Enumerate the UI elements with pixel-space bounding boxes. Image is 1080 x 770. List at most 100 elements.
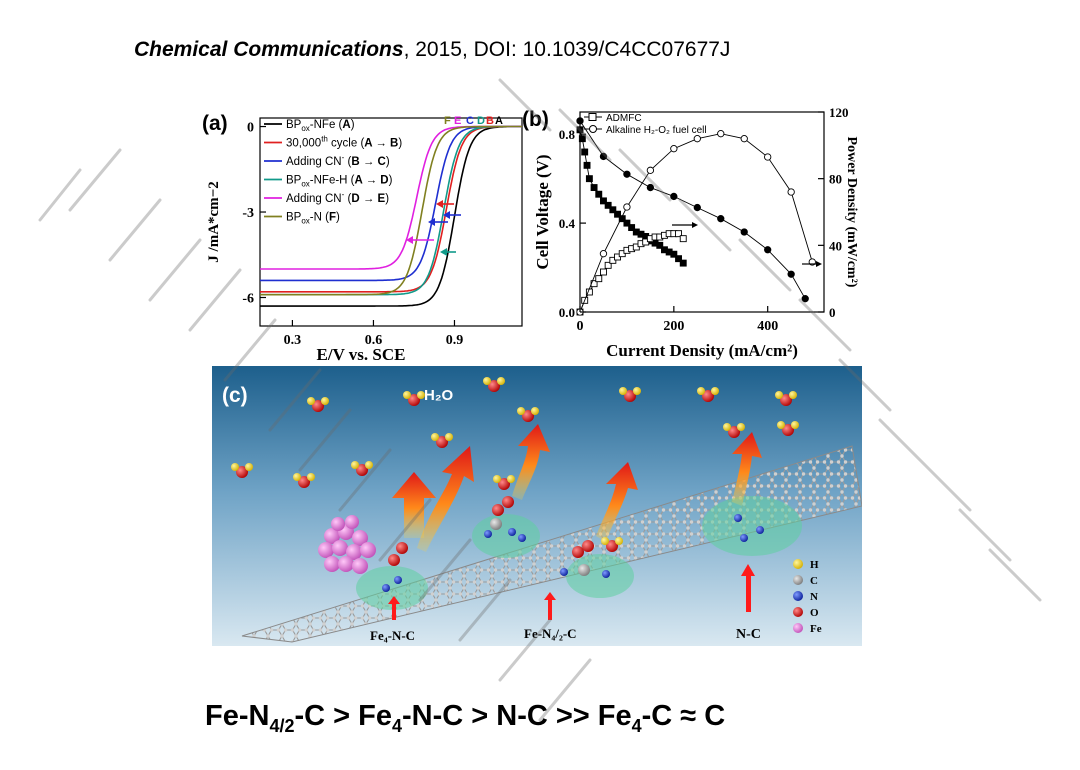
b-point-square xyxy=(623,219,631,227)
a-shift-arrowhead xyxy=(440,248,447,256)
legend-atom-n-dot xyxy=(793,591,803,601)
chart-a-curves xyxy=(260,125,523,307)
chart-a-legend: BPox-NFe (A) 30,000th cycle (A → B) Adding… xyxy=(264,119,402,226)
formula-sub-1: 4/2 xyxy=(269,715,295,736)
b-point-square xyxy=(595,275,603,283)
b-ytick-right-label: 0 xyxy=(829,305,836,320)
site-label-n-c: N-C xyxy=(736,627,761,642)
b-point-square xyxy=(656,241,664,249)
activity-order-formula: Fe-N4/2-C > Fe4-N-C > N-C >> Fe4-C ≈ C xyxy=(205,700,725,737)
chart-b-legend-admfc: ADMFC xyxy=(606,113,642,124)
a-legend-entry-a: BPox-NFe (A) xyxy=(286,119,355,133)
citation-line: Chemical Communications, 2015, DOI: 10.1… xyxy=(134,38,730,62)
a-legend-entry-d: BPox-NFe-H (A → D) xyxy=(286,175,393,189)
b-ytick-left-label: 0.8 xyxy=(559,127,576,142)
site-label-fe4-n-c: Fe₄-N-C xyxy=(370,628,415,643)
b-point-circle xyxy=(787,188,795,196)
b-point-square xyxy=(628,224,636,232)
a-legend-entry-c: Adding CN- (B → C) xyxy=(286,153,390,168)
b-point-square xyxy=(604,201,612,209)
b-point-circle xyxy=(717,215,725,223)
b-point-circle xyxy=(740,135,748,143)
a-ytick-label: 0 xyxy=(247,121,254,136)
chart-a-ylabel: J /mA*cm−2 xyxy=(206,181,222,262)
citation-details: , 2015, DOI: 10.1039/C4CC07677J xyxy=(403,38,731,61)
chart-b-xlabel: Current Density (mA/cm²) xyxy=(606,341,798,360)
chart-a-arrows xyxy=(406,200,461,256)
legend-atom-h-dot xyxy=(793,559,803,569)
chart-b-legend: ADMFC Alkaline H₂-O₂ fuel cell xyxy=(584,113,707,136)
a-legend-entry-e: Adding CN- (D → E) xyxy=(286,190,389,205)
curve-f xyxy=(260,125,522,296)
b-point-square xyxy=(679,235,687,243)
chart-a-xlabel: E/V vs. SCE xyxy=(317,345,406,364)
chart-b-ticks: 0 200 400 0.0 0.4 0.8 0 40 80 120 xyxy=(559,105,849,334)
panel-c-schematic: (c) H₂O xyxy=(212,366,862,646)
b-point-circle xyxy=(623,203,631,211)
legend-circle-marker xyxy=(589,125,597,133)
a-ytick-label: -3 xyxy=(242,206,254,221)
a-legend-entry-f: BPox-N (F) xyxy=(286,212,340,226)
legend-atom-c-dot xyxy=(793,575,803,585)
legend-square-marker xyxy=(588,113,597,121)
b-point-square xyxy=(576,126,584,134)
chart-a-y-ticks: 0 -3 -6 xyxy=(242,121,266,307)
product-arrows xyxy=(392,424,762,552)
b-point-square xyxy=(578,135,586,143)
site-atoms xyxy=(382,496,764,592)
panel-b-label: (b) xyxy=(522,108,549,131)
b-ytick-left-label: 0.4 xyxy=(559,216,576,231)
fe4-n-c-site xyxy=(356,566,428,610)
b-ytick-right-label: 40 xyxy=(829,238,842,253)
a-curve-letter: E xyxy=(454,115,461,127)
formula-part-2: -C > Fe xyxy=(294,700,392,732)
a-curve-letter: A xyxy=(495,115,503,127)
b-xtick-label: 0 xyxy=(577,319,584,334)
a-shift-arrowhead xyxy=(406,236,413,244)
legend-atom-fe-dot xyxy=(793,623,803,633)
chart-b-series xyxy=(576,117,816,316)
b-xtick-label: 400 xyxy=(757,319,778,334)
chart-a-orr-polarization: (a) 0 -3 -6 0.3 0.6 0.9 BPox-NFe (A) 30,000th… xyxy=(202,112,523,364)
b-point-circle xyxy=(670,145,678,153)
b-point-square xyxy=(609,206,617,214)
b-point-circle xyxy=(717,130,725,138)
b-point-square xyxy=(679,259,687,267)
panel-a-label: (a) xyxy=(202,112,228,135)
b-point-square xyxy=(675,255,682,263)
b-point-circle xyxy=(599,152,608,161)
a-shift-arrowhead xyxy=(443,211,450,219)
b-point-circle xyxy=(693,203,701,212)
a-ytick-label: -6 xyxy=(242,292,254,307)
b-point-circle xyxy=(764,246,772,254)
panel-c-label: (c) xyxy=(222,384,248,407)
formula-sub-3: 4 xyxy=(631,715,642,736)
formula-part-3: -N-C > N-C >> Fe xyxy=(402,700,632,732)
b-xtick-label: 200 xyxy=(663,319,684,334)
chart-b-fuel-cell: (b) 0 200 400 0.0 0.4 0.8 0 40 80 120 ADMFC Alkal… xyxy=(522,105,859,360)
b-point-square xyxy=(604,261,612,269)
legend-atom-fe: Fe xyxy=(810,623,822,635)
a-legend-entry-b: 30,000th cycle (A → B) xyxy=(286,135,402,150)
b-point-circle xyxy=(764,153,772,161)
site-label-fe-n42-c: Fe-N₄/₂-C xyxy=(524,626,577,641)
chart-a-x-ticks: 0.3 0.6 0.9 xyxy=(284,320,464,348)
b-point-square xyxy=(595,190,603,198)
b-point-circle xyxy=(740,228,748,236)
a-curve-letter: B xyxy=(486,115,494,127)
b-point-square xyxy=(583,161,591,169)
b-point-square xyxy=(614,210,621,218)
b-ytick-right-label: 120 xyxy=(829,105,849,120)
fe-n-site-upper xyxy=(472,514,540,558)
chart-a-frame xyxy=(259,117,523,327)
b-point-circle xyxy=(646,166,655,174)
chart-b-legend-alkaline: Alkaline H₂-O₂ fuel cell xyxy=(606,125,707,136)
legend-atom-n: N xyxy=(810,591,818,603)
a-xtick-label: 0.9 xyxy=(446,333,464,348)
curve-b xyxy=(260,125,522,293)
formula-part-4: -C ≈ C xyxy=(641,700,726,732)
a-curve-letter: F xyxy=(444,115,451,127)
a-xtick-label: 0.3 xyxy=(284,333,302,348)
b-point-square xyxy=(581,148,589,156)
